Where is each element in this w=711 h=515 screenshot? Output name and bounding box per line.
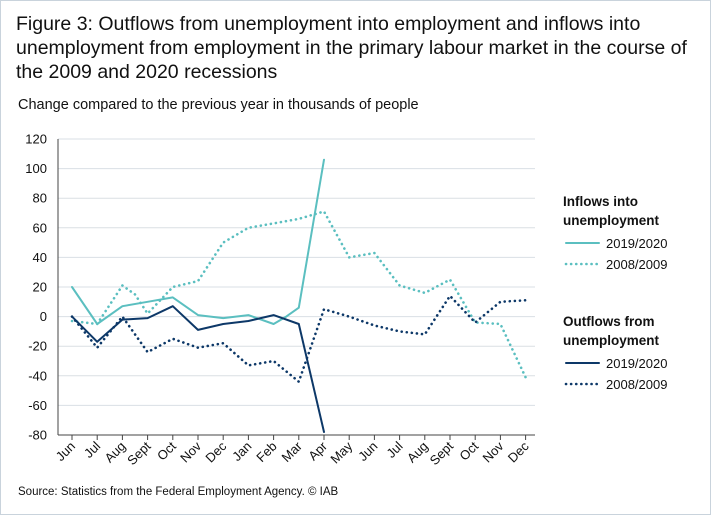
x-tick-label: Jun: [355, 439, 380, 464]
x-tick-label: Oct: [456, 438, 481, 463]
y-tick-label: -40: [28, 368, 47, 383]
x-tick-label: Apr: [305, 438, 330, 463]
series-line-2: [70, 210, 527, 379]
series-line-1: [71, 158, 325, 325]
series-line-3: [71, 305, 325, 433]
legend-group-title: unemployment: [563, 213, 660, 228]
y-tick-label: -80: [28, 428, 47, 443]
y-tick-label: -60: [28, 398, 47, 413]
x-tick-label: Sept: [427, 438, 457, 468]
y-tick-label: 60: [33, 220, 47, 235]
y-tick-label: 80: [33, 191, 47, 206]
legend-label: 2019/2020: [606, 356, 667, 371]
y-tick-label: 120: [25, 132, 47, 147]
series-line-4: [70, 294, 527, 384]
x-tick-label: Aug: [404, 439, 431, 466]
figure-subtitle: Change compared to the previous year in …: [18, 97, 419, 113]
y-tick-label: -20: [28, 339, 47, 354]
x-tick-label: Dec: [505, 438, 532, 465]
x-tick-label: Feb: [253, 439, 279, 465]
x-tick-label: Jan: [229, 439, 254, 464]
source-note: Source: Statistics from the Federal Empl…: [18, 486, 339, 498]
legend-group-title: unemployment: [563, 333, 660, 348]
x-tick-label: Jul: [81, 438, 103, 460]
legend-label: 2019/2020: [606, 236, 667, 251]
legend-group-title: Outflows from: [563, 314, 655, 329]
x-tick-label: Nov: [480, 438, 507, 465]
x-tick-label: Jul: [383, 438, 405, 460]
legend-label: 2008/2009: [606, 257, 667, 272]
legend-label: 2008/2009: [606, 377, 667, 392]
x-tick-label: Nov: [177, 438, 204, 465]
x-tick-label: Sept: [124, 438, 154, 468]
y-tick-label: 100: [25, 161, 47, 176]
x-tick-label: Oct: [154, 438, 179, 463]
x-tick-label: Mar: [278, 438, 305, 465]
y-tick-label: 40: [33, 250, 47, 265]
x-tick-label: Dec: [202, 438, 229, 465]
x-tick-label: Jun: [53, 439, 78, 464]
x-tick-label: May: [327, 438, 355, 466]
legend-group-title: Inflows into: [563, 194, 638, 209]
x-tick-label: Aug: [102, 439, 129, 466]
y-tick-label: 0: [40, 309, 47, 324]
y-tick-label: 20: [33, 280, 47, 295]
figure-title: Figure 3: Outflows from unemployment int…: [16, 13, 687, 83]
